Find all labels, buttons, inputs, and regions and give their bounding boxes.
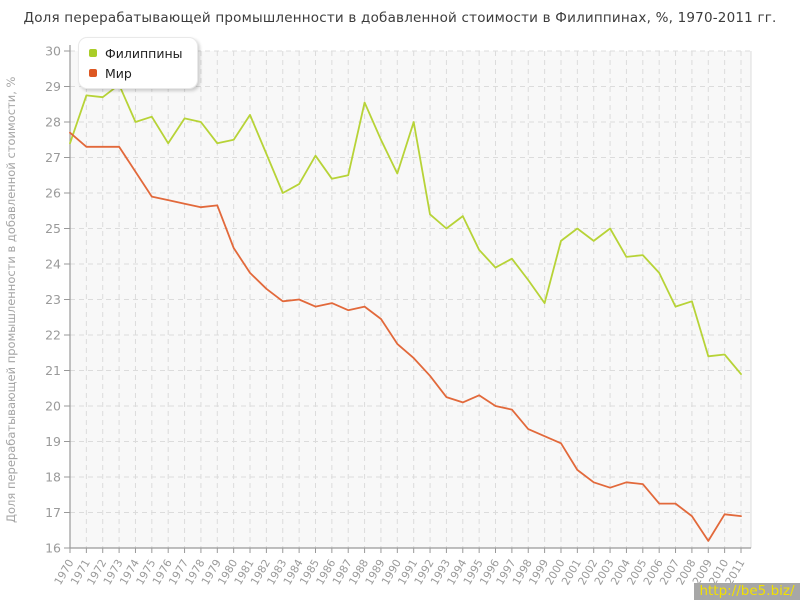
y-tick-label: 29: [45, 79, 61, 94]
legend-marker-philippines-icon: [89, 49, 97, 57]
watermark-link[interactable]: http://be5.biz/: [694, 583, 800, 600]
legend: Филиппины Мир: [78, 37, 198, 89]
legend-marker-world-icon: [89, 69, 97, 77]
chart-title: Доля перерабатывающей промышленности в д…: [23, 10, 777, 26]
series-line-philippines: [69, 83, 742, 376]
y-tick-label: 22: [45, 328, 61, 343]
y-tick-label: 23: [45, 292, 61, 307]
y-tick-label: 30: [45, 44, 61, 59]
y-tick-label: 21: [45, 363, 61, 378]
y-tick-label: 18: [45, 470, 61, 485]
legend-label-philippines: Филиппины: [105, 45, 183, 61]
y-tick-label: 17: [45, 505, 61, 520]
y-tick-label: 20: [45, 399, 61, 414]
legend-label-world: Мир: [105, 65, 132, 81]
legend-item-world[interactable]: Мир: [89, 63, 183, 83]
y-tick-label: 28: [45, 115, 61, 130]
y-tick-label: 24: [45, 257, 61, 272]
y-tick-label: 27: [45, 150, 61, 165]
y-tick-label: 19: [45, 434, 61, 449]
y-tick-label: 16: [45, 541, 61, 556]
y-axis-title: Доля перерабатывающей промышленности в д…: [4, 76, 18, 523]
legend-item-philippines[interactable]: Филиппины: [89, 43, 183, 63]
y-tick-label: 25: [45, 221, 61, 236]
y-tick-label: 26: [45, 186, 61, 201]
series-line-world: [69, 131, 742, 542]
